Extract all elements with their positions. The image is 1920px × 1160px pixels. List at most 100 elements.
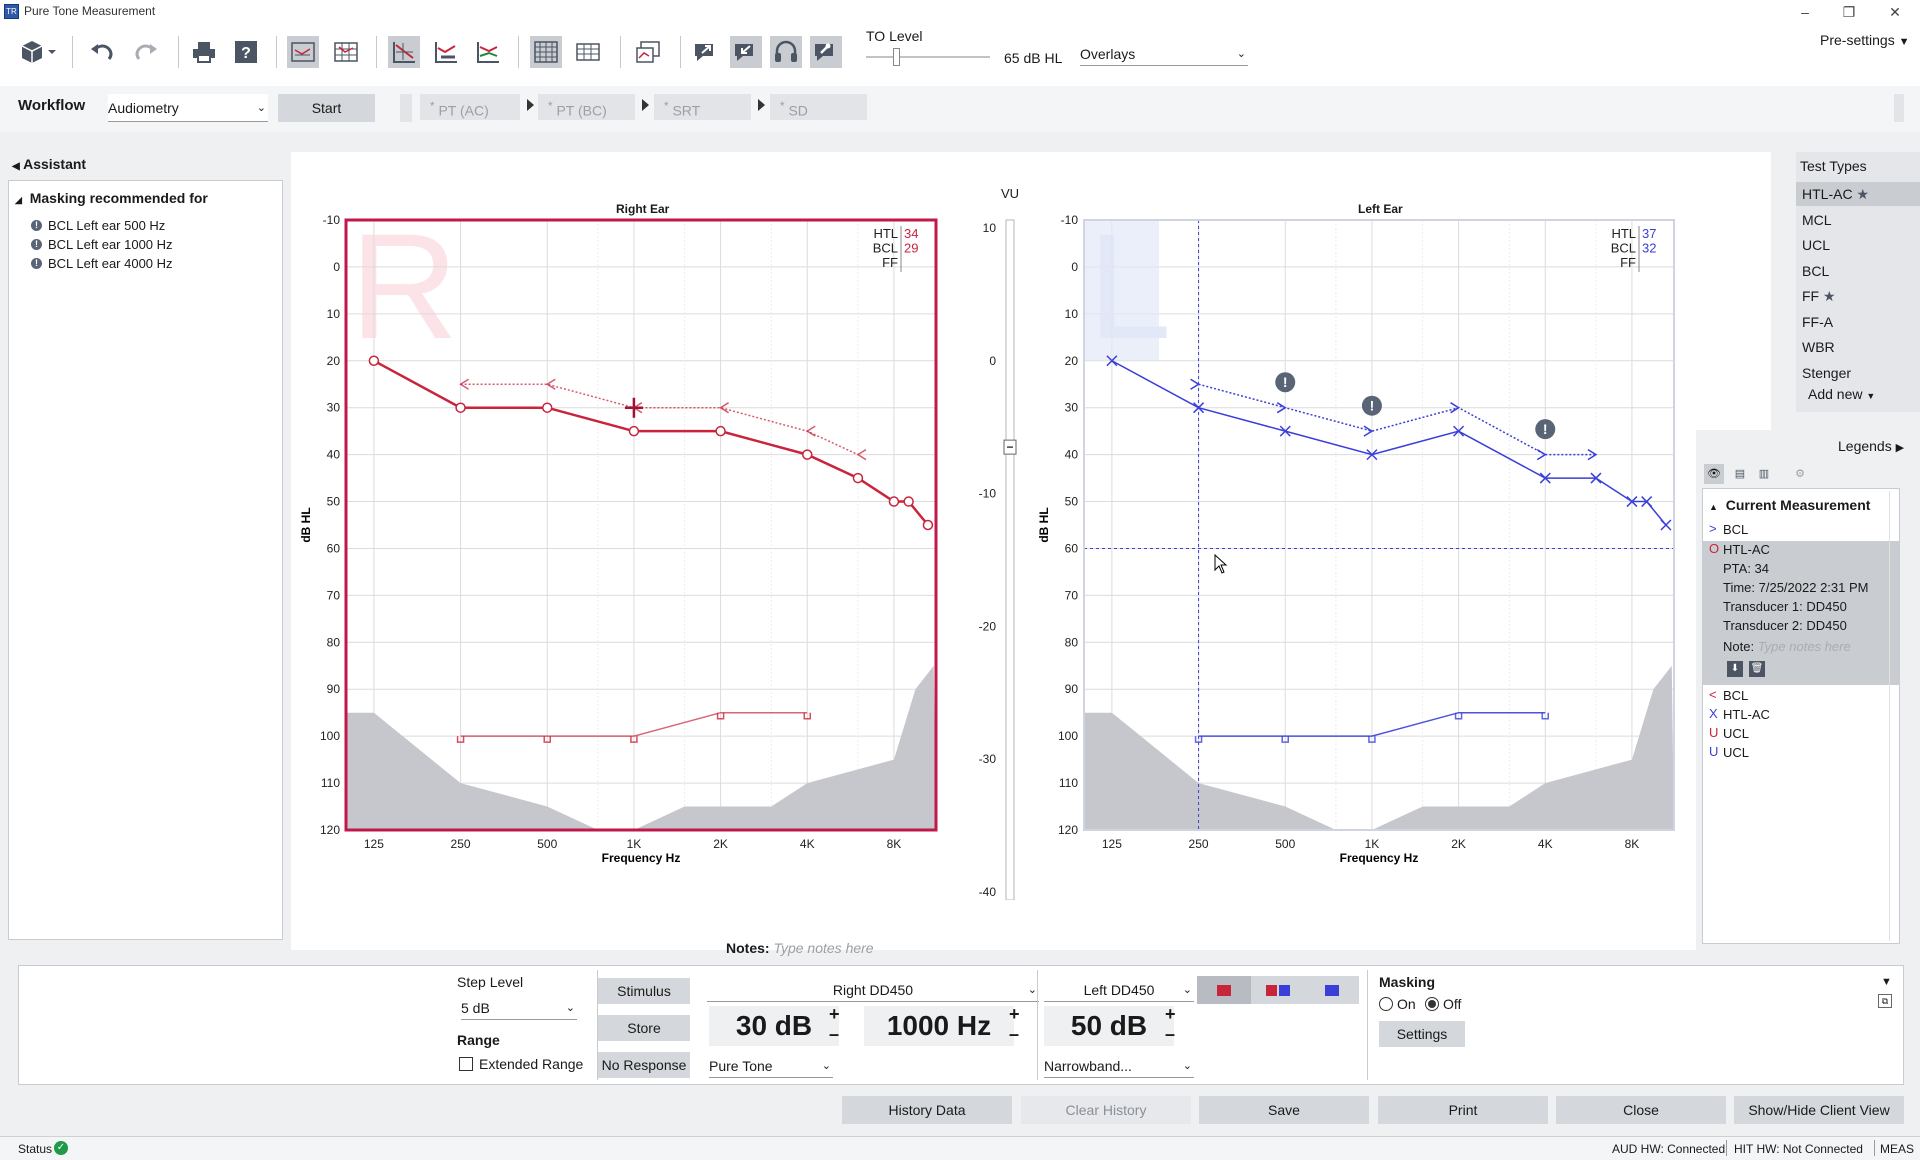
legend-settings-icon[interactable]: ⚙ [1795,468,1805,480]
grid-large-icon[interactable] [530,36,562,68]
minimize-icon[interactable]: – [1801,4,1809,20]
headphones-icon[interactable] [770,36,802,68]
no-response-button[interactable]: No Response [598,1052,690,1078]
restore-icon[interactable]: ❐ [1842,4,1856,20]
presettings-button[interactable]: Pre-settings ▼ [1820,32,1909,48]
checkbox-box[interactable] [459,1057,473,1071]
notes-field[interactable]: Notes: Type notes here [726,940,874,956]
panel-detach-icon[interactable]: ⧉ [1878,994,1892,1008]
mask-minus-button[interactable]: – [1165,1024,1176,1044]
ucl-line [460,711,808,737]
to-level-thumb[interactable] [893,48,901,66]
workflow-step-srt[interactable]: * SRT [654,94,751,120]
response-out-icon[interactable] [690,36,722,68]
radio-circle-selected[interactable] [1425,997,1439,1011]
signal-type-dropdown[interactable]: Pure Tone ⌄ [709,1054,833,1078]
right-ear-selector[interactable] [1197,976,1251,1004]
legend-stack-icon[interactable]: ▥ [1758,468,1770,480]
download-icon[interactable]: ⬇ [1727,661,1743,677]
compare-graph-icon[interactable] [632,36,664,68]
test-type-ff-a[interactable]: FF-A [1802,310,1833,334]
start-button[interactable]: Start [278,94,375,122]
legend-view-icon[interactable]: 👁 [1704,464,1724,484]
right-ear-audiogram[interactable]: R -10 0 10 20 30 40 50 60 70 80 90 100 110 120 125 250 50… [296,212,956,872]
overlays-dropdown[interactable]: Overlays ⌄ [1080,42,1248,66]
masking-item[interactable]: ! BCL Left ear 500 Hz [31,218,165,233]
legend-item-htl-ac-left[interactable]: HTL-AC [1723,707,1770,722]
help-icon[interactable]: ? [230,36,262,68]
left-ear-selector[interactable] [1305,976,1359,1004]
masking-settings-button[interactable]: Settings [1379,1021,1465,1047]
graph-mode-2-icon[interactable] [430,36,462,68]
test-type-bcl[interactable]: BCL [1802,259,1829,283]
frequency-plus-button[interactable]: + [1009,1004,1020,1024]
test-type-mcl[interactable]: MCL [1802,208,1832,232]
legend-item-ucl-left[interactable]: UCL [1723,745,1750,760]
audiogram-view-icon[interactable] [287,36,319,68]
ucl-red-icon: U [1709,725,1719,740]
both-ears-selector[interactable] [1251,976,1305,1004]
test-type-htl-ac[interactable]: HTL-AC ★ [1796,182,1920,206]
close-button[interactable]: Close [1556,1096,1726,1124]
print-icon[interactable] [188,36,220,68]
legend-scrollbar[interactable] [1889,491,1899,941]
workflow-step-sd[interactable]: * SD [770,94,867,120]
level-plus-button[interactable]: + [829,1004,840,1024]
test-type-ucl[interactable]: UCL [1802,233,1830,257]
table-view-icon[interactable] [330,36,362,68]
stimulus-button[interactable]: Stimulus [598,978,690,1004]
close-window-icon[interactable]: ✕ [1889,4,1901,20]
legend-item-ucl-right[interactable]: UCL [1723,726,1750,741]
clear-history-button[interactable]: Clear History [1021,1096,1191,1124]
masking-item[interactable]: ! BCL Left ear 4000 Hz [31,256,173,271]
step-level-dropdown[interactable]: 5 dB ⌄ [461,996,577,1020]
workflow-step-pt-ac[interactable]: * PT (AC) [420,94,520,120]
workflow-step-pt-bc[interactable]: * PT (BC) [538,94,635,120]
test-type-ff[interactable]: FF ★ [1802,284,1836,308]
history-data-button[interactable]: History Data [842,1096,1012,1124]
masking-off-radio[interactable]: Off [1425,996,1461,1012]
delete-icon[interactable]: 🗑 [1749,661,1765,677]
print-button[interactable]: Print [1378,1096,1548,1124]
right-transducer-dropdown[interactable]: Right DD450 ⌄ [707,978,1039,1002]
legend-item-htl-ac[interactable]: HTL-AC [1723,542,1770,557]
to-level-slider[interactable] [866,48,990,66]
test-type-stenger[interactable]: Stenger [1802,361,1851,385]
legends-header[interactable]: Legends ▶ [1838,438,1904,454]
frequency-minus-button[interactable]: – [1009,1024,1020,1044]
legend-item-bcl-right[interactable]: BCL [1723,688,1749,703]
assistant-header[interactable]: ◀ Assistant [12,156,86,172]
legend-note-field[interactable]: Note: Type notes here [1723,639,1851,654]
graph-mode-1-icon[interactable] [388,36,420,68]
mask-type-dropdown[interactable]: Narrowband... ⌄ [1044,1054,1194,1078]
tools-icon[interactable] [810,36,842,68]
grid-small-icon[interactable] [572,36,604,68]
ucl-line [1198,711,1546,737]
test-type-wbr[interactable]: WBR [1802,335,1835,359]
masking-group[interactable]: ◢ Masking recommended for [15,190,208,206]
notes-label: Notes: [726,940,770,956]
left-ear-audiogram[interactable]: L-10010203040506070809010011012012525050… [1034,212,1694,872]
store-button[interactable]: Store [598,1015,690,1041]
current-measurement-header[interactable]: ▲ Current Measurement [1709,497,1870,513]
graph-mode-3-icon[interactable] [472,36,504,68]
panel-expand-icon[interactable]: ▼ [1881,976,1892,988]
masking-item[interactable]: ! BCL Left ear 1000 Hz [31,237,173,252]
undo-icon[interactable] [86,36,118,68]
note-label: Note: [1723,639,1755,654]
mask-plus-button[interactable]: + [1165,1004,1176,1024]
show-hide-client-view-button[interactable]: Show/Hide Client View [1734,1096,1904,1124]
radio-circle[interactable] [1379,997,1393,1011]
save-button[interactable]: Save [1199,1096,1369,1124]
extended-range-checkbox[interactable]: Extended Range [459,1056,583,1072]
legend-copy-icon[interactable]: ▤ [1734,468,1746,480]
add-new-test-type[interactable]: Add new ▼ [1808,386,1875,402]
legend-item-bcl[interactable]: BCL [1723,522,1749,537]
level-minus-button[interactable]: – [829,1024,840,1044]
response-in-icon[interactable] [730,36,762,68]
cube-menu-icon[interactable] [16,36,60,68]
left-transducer-dropdown[interactable]: Left DD450 ⌄ [1044,978,1194,1002]
masking-on-radio[interactable]: On [1379,996,1416,1012]
workflow-dropdown[interactable]: Audiometry ⌄ [108,94,268,122]
redo-icon[interactable] [130,36,162,68]
